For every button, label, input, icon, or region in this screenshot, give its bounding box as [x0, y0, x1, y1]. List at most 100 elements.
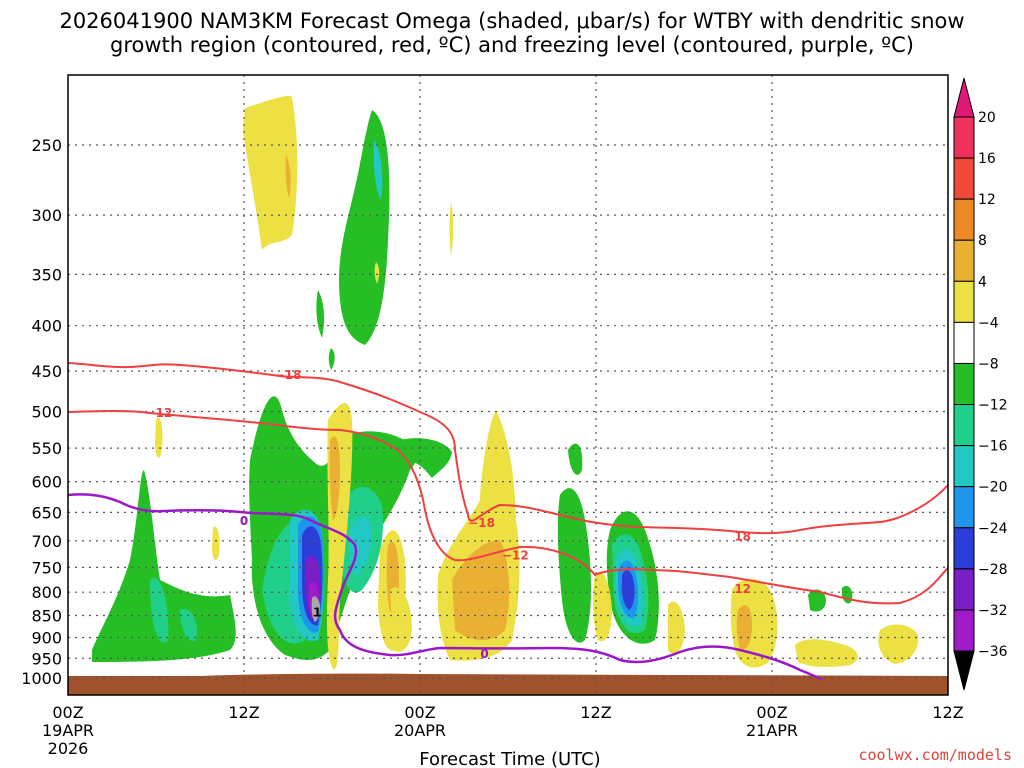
colorbar-legend: 20 16 12 8 4 −4 −8 −12 −16 −20 −24 −28 −32 −36: [953, 77, 1008, 691]
colorbar-label-8: −16: [978, 439, 1008, 455]
y-tick-label-750: 750: [31, 558, 62, 577]
ground-surface: [68, 673, 948, 695]
omega-region-sinking-right-1: [808, 589, 826, 612]
omega-region-sinking-10z: [557, 488, 592, 643]
contour-label-8: 1: [313, 605, 321, 619]
y-tick-label-900: 900: [31, 628, 62, 647]
chart-title-line-1: 2026041900 NAM3KM Forecast Omega (shaded…: [59, 9, 964, 33]
colorbar-swatch-11: [953, 568, 975, 611]
x-axis-label: Forecast Time (UTC): [419, 749, 600, 768]
omega-region-green-speck-1: [316, 290, 325, 338]
credit-text: coolwx.com/models: [858, 746, 1012, 764]
y-axis: 250 300 350 400 450 500 550 600 650 700 750 800 850 9…: [21, 136, 62, 688]
omega-region-rising-20apr-orange: [452, 540, 510, 641]
colorbar-swatch-2: [953, 198, 975, 241]
colorbar-label-3: 8: [978, 233, 987, 249]
colorbar-bottom-arrow: [953, 650, 975, 691]
contour-label-1: −12: [146, 406, 173, 420]
contour-label-6: 18: [734, 529, 751, 543]
y-tick-label-500: 500: [31, 403, 62, 422]
colorbar-swatch-5: [953, 321, 975, 364]
omega-region-rising-narrow-core: [329, 436, 340, 520]
y-tick-label-600: 600: [31, 473, 62, 492]
colorbar-swatch-9: [953, 486, 975, 529]
contour-label-0: −18: [275, 368, 302, 382]
omega-region-rising-right-2: [878, 624, 919, 664]
omega-region-sinking-lower-left-cyan: [150, 578, 169, 643]
omega-region-rising-12z-20apr: [593, 571, 612, 642]
freezing-contour-zero: [68, 493, 823, 681]
y-tick-label-300: 300: [31, 206, 62, 225]
omega-region-rising-upper: [243, 95, 298, 250]
x-tick-label-2: 00Z: [404, 703, 435, 722]
x-tick-label-3: 12Z: [580, 703, 611, 722]
grid-lines: [68, 75, 948, 695]
omega-region-yellow-speck-1: [374, 262, 380, 284]
omega-region-rising-18z-20apr: [668, 601, 685, 654]
colorbar-swatch-4: [953, 280, 975, 323]
omega-region-sinking-right-2: [842, 585, 853, 604]
x-tick-label-4: 00Z: [756, 703, 787, 722]
colorbar-label-2: 12: [978, 192, 996, 208]
colorbar-swatch-10: [953, 527, 975, 570]
y-tick-label-350: 350: [31, 265, 62, 284]
contour-labels: −18 −12 0 −18 −12 0 18 12 1: [146, 368, 751, 661]
plot-border: [67, 74, 949, 696]
x-tick-label-1: 12Z: [228, 703, 259, 722]
contour-label-3: −18: [468, 516, 495, 530]
y-tick-label-450: 450: [31, 362, 62, 381]
colorbar-top-arrow: [953, 77, 975, 118]
omega-region-rising-10z-19apr: [212, 526, 220, 561]
colorbar-swatch-3: [953, 239, 975, 282]
colorbar-label-1: 16: [978, 151, 996, 167]
y-tick-label-550: 550: [31, 439, 62, 458]
omega-region-green-speck-2: [328, 348, 335, 370]
omega-region-rising-right-1: [795, 639, 858, 667]
contour-label-5: 0: [480, 647, 488, 661]
y-tick-label-650: 650: [31, 503, 62, 522]
contour-label-4: −12: [502, 548, 529, 562]
colorbar-swatch-1: [953, 157, 975, 200]
omega-region-yellow-speck-2: [449, 203, 454, 255]
x-tick-label-5: 12Z: [932, 703, 963, 722]
plot-area: −18 −12 0 −18 −12 0 18 12 1: [68, 75, 948, 695]
x-tick-date-4: 21APR: [746, 721, 798, 740]
y-tick-label-850: 850: [31, 607, 62, 626]
colorbar-label-12: −32: [978, 603, 1008, 619]
y-tick-label-800: 800: [31, 583, 62, 602]
colorbar-label-5: −4: [978, 315, 999, 331]
y-tick-label-250: 250: [31, 136, 62, 155]
omega-region-sinking-upper: [339, 110, 390, 345]
colorbar-label-10: −24: [978, 521, 1008, 537]
y-tick-label-1000: 1000: [21, 669, 62, 688]
chart-title-line-2: growth region (contoured, red, ºC) and f…: [110, 33, 914, 57]
colorbar-label-6: −8: [978, 356, 999, 372]
y-tick-label-950: 950: [31, 649, 62, 668]
omega-region-rising-20z-lower: [390, 587, 412, 652]
omega-region-sinking-10z-top: [568, 443, 583, 475]
colorbar-label-9: −20: [978, 480, 1008, 496]
y-tick-label-400: 400: [31, 317, 62, 336]
colorbar-label-13: −36: [978, 644, 1008, 660]
x-tick-year-0: 2026: [48, 739, 89, 758]
omega-region-rising-upper-core: [285, 155, 291, 198]
colorbar-swatch-0: [953, 116, 975, 159]
colorbar-label-7: −12: [978, 398, 1008, 414]
colorbar-label-4: 4: [978, 274, 987, 290]
omega-region-sinking-lower-left: [92, 470, 236, 662]
contour-label-7: 12: [734, 582, 751, 596]
colorbar-swatch-8: [953, 445, 975, 488]
colorbar-swatch-6: [953, 362, 975, 406]
omega-region-rising-20apr-yellow-tip: [480, 430, 504, 500]
colorbar-label-11: −28: [978, 562, 1008, 578]
omega-shading: [92, 95, 919, 670]
y-tick-label-700: 700: [31, 532, 62, 551]
x-tick-date-0: 19APR: [42, 721, 94, 740]
omega-region-sinking-14z-darkblue: [621, 570, 635, 610]
omega-region-sinking-upper-cyan: [373, 140, 383, 200]
colorbar-swatch-12: [953, 609, 975, 652]
colorbar-swatch-7: [953, 404, 975, 447]
dgz-contour-minus12: [68, 410, 948, 605]
dgz-contours: [68, 362, 948, 605]
